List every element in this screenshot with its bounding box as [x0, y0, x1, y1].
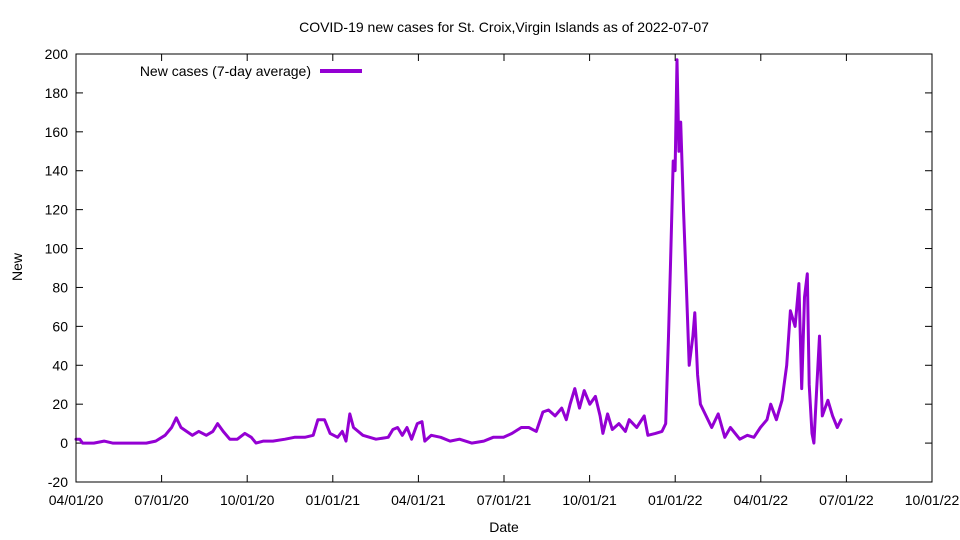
- y-tick-label: 80: [52, 279, 68, 295]
- y-tick-label: -20: [48, 474, 68, 490]
- y-axis-label: New: [9, 252, 25, 281]
- axes: -20 0 20 40 60 80 100 120 140 160 180 200 04/01/20 07…: [45, 46, 960, 508]
- x-tick-label: 01/01/22: [648, 492, 703, 508]
- x-tick-label: 10/01/21: [562, 492, 617, 508]
- x-tick-label: 10/01/22: [905, 492, 960, 508]
- x-tick-label: 10/01/20: [220, 492, 275, 508]
- x-axis-label: Date: [489, 519, 519, 535]
- y-tick-label: 20: [52, 396, 68, 412]
- x-tick-label: 04/01/21: [391, 492, 446, 508]
- y-tick-label: 140: [45, 163, 69, 179]
- x-tick-label: 04/01/20: [49, 492, 104, 508]
- chart-title: COVID-19 new cases for St. Croix,Virgin …: [299, 19, 709, 35]
- y-tick-label: 40: [52, 357, 68, 373]
- y-tick-label: 160: [45, 124, 69, 140]
- series-layer: [74, 58, 843, 445]
- x-tick-label: 04/01/22: [734, 492, 789, 508]
- y-tick-label: 180: [45, 85, 69, 101]
- x-tick-label: 01/01/21: [306, 492, 361, 508]
- y-tick-label: 120: [45, 202, 69, 218]
- x-tick-label: 07/01/20: [134, 492, 189, 508]
- y-tick-label: 100: [45, 241, 69, 257]
- legend-label: New cases (7-day average): [140, 63, 311, 79]
- x-tick-label: 07/01/22: [819, 492, 874, 508]
- plot-border: [75, 53, 933, 483]
- series-line: [74, 58, 843, 445]
- x-tick-label: 07/01/21: [477, 492, 532, 508]
- y-tick-label: 60: [52, 318, 68, 334]
- legend: New cases (7-day average): [140, 63, 362, 79]
- y-tick-label: 200: [45, 46, 69, 62]
- y-tick-label: 0: [60, 435, 68, 451]
